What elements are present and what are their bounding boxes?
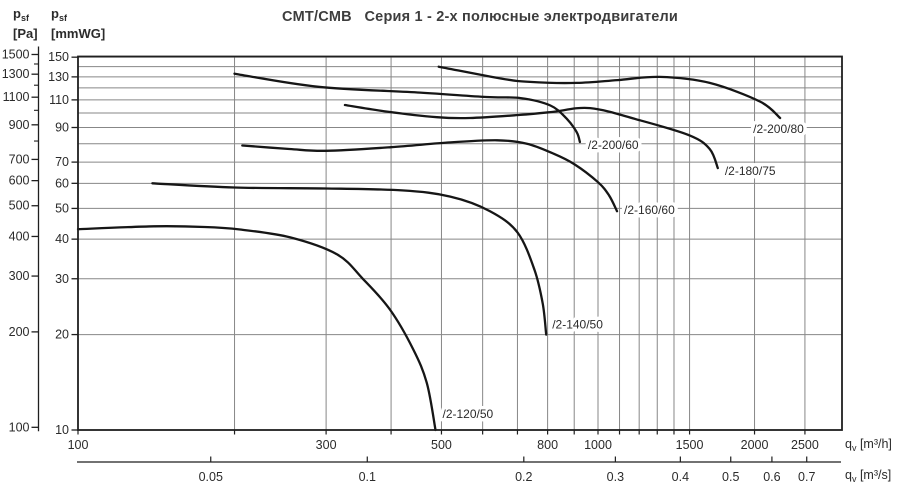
x-tick-label-m3s: 0.3 <box>607 470 624 484</box>
y-tick-label-mmwg: 10 <box>55 423 69 437</box>
y-axis-title-mmwg: psf [mmWG] <box>51 6 105 41</box>
m3h-unit: [m³/h] <box>859 437 892 451</box>
x-tick-label-m3h: 100 <box>68 438 89 452</box>
x-tick-label-m3s: 0.1 <box>359 470 376 484</box>
fan-curve <box>343 103 719 170</box>
x-tick-label-m3s: 0.6 <box>763 470 780 484</box>
y-tick-label-mmwg: 130 <box>48 70 69 84</box>
chart-title: CMT/CMB Серия 1 - 2-х полюсные электродв… <box>281 9 679 25</box>
curve-label: /2-200/60 <box>588 138 639 152</box>
curve-label: /2-120/50 <box>443 407 494 421</box>
pa-subscript: sf <box>20 13 29 23</box>
y-tick-label-pa: 1500 <box>2 47 30 61</box>
m3s-subscript: v <box>851 474 857 484</box>
y-tick-label-pa: 400 <box>9 229 30 243</box>
fan-curve <box>151 182 548 336</box>
y-tick-label-pa: 900 <box>9 118 30 132</box>
y-tick-label-pa: 1100 <box>3 90 30 104</box>
y-tick-label-mmwg: 40 <box>55 232 69 246</box>
x-tick-label-m3h: 500 <box>431 438 452 452</box>
plot-border <box>77 55 843 431</box>
y-tick-label-mmwg: 30 <box>55 272 69 286</box>
y-tick-label-mmwg: 150 <box>48 50 69 64</box>
pa-symbol: p <box>13 6 21 21</box>
fan-curve <box>233 72 582 144</box>
curve-label: /2-200/80 <box>753 122 804 136</box>
mmwg-subscript: sf <box>58 13 67 23</box>
curve-label: /2-180/75 <box>725 164 776 178</box>
mmwg-unit: [mmWG] <box>51 26 106 41</box>
x-tick-label-m3h: 1500 <box>676 438 704 452</box>
fan-curve <box>437 65 782 120</box>
pa-unit: [Pa] <box>13 26 38 41</box>
x-tick-label-m3h: 300 <box>316 438 337 452</box>
y-axis-title-pa: psf [Pa] <box>13 6 38 41</box>
x-axis-title-m3s: qv [m³/s] <box>845 468 891 484</box>
y-tick-label-pa: 300 <box>9 269 30 283</box>
m3h-subscript: v <box>851 443 857 453</box>
y-tick-label-mmwg: 90 <box>55 121 69 135</box>
x-tick-label-m3s: 0.2 <box>515 470 532 484</box>
y-tick-label-mmwg: 50 <box>55 201 69 215</box>
x-tick-label-m3h: 2500 <box>791 438 819 452</box>
y-tick-label-pa: 1300 <box>2 67 30 81</box>
y-tick-label-pa: 200 <box>9 325 30 339</box>
curve-label: /2-140/50 <box>552 318 603 332</box>
fan-curve <box>76 225 437 432</box>
m3h-symbol: q <box>845 437 852 451</box>
y-tick-label-pa: 700 <box>9 152 30 166</box>
m3s-unit: [m³/s] <box>859 468 892 482</box>
x-tick-label-m3s: 0.5 <box>722 470 739 484</box>
mmwg-symbol: p <box>51 6 59 21</box>
y-tick-label-mmwg: 110 <box>49 93 69 107</box>
y-tick-label-pa: 100 <box>9 420 30 434</box>
x-tick-label-m3h: 1000 <box>584 438 612 452</box>
x-tick-label-m3s: 0.05 <box>199 470 223 484</box>
y-tick-label-mmwg: 20 <box>55 328 69 342</box>
m3s-symbol: q <box>845 468 852 482</box>
x-tick-label-m3s: 0.7 <box>798 470 815 484</box>
curve-label: /2-160/60 <box>624 203 675 217</box>
y-tick-label-mmwg: 70 <box>55 155 69 169</box>
x-tick-label-m3h: 2000 <box>741 438 769 452</box>
x-tick-label-m3s: 0.4 <box>672 470 689 484</box>
y-tick-label-pa: 600 <box>9 174 30 188</box>
y-tick-label-mmwg: 60 <box>55 176 69 190</box>
x-axis-title-m3h: qv [m³/h] <box>845 437 892 453</box>
fan-curve <box>241 139 619 213</box>
x-tick-label-m3h: 800 <box>537 438 558 452</box>
y-tick-label-pa: 500 <box>9 199 30 213</box>
